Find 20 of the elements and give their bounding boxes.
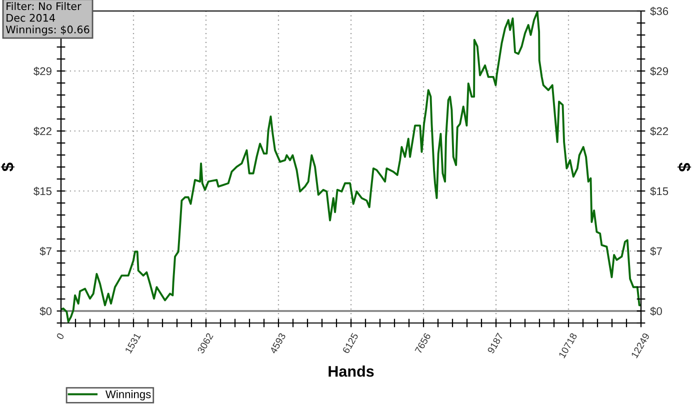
y-tick-label: $0 <box>40 306 52 316</box>
y-tick-label: $15 <box>34 186 52 196</box>
y-axis-title: $ <box>0 162 15 172</box>
y2-axis-title: $ <box>677 162 692 172</box>
y2-tick-label: $22 <box>650 126 668 136</box>
x-tick-label: 0 <box>56 332 64 340</box>
y-tick-label: $29 <box>34 66 52 76</box>
y2-tick-label: $36 <box>650 6 668 16</box>
y-tick-label: $22 <box>34 126 52 136</box>
x-axis-title: Hands <box>328 366 374 377</box>
y2-tick-label: $15 <box>650 186 668 196</box>
y2-tick-label: $0 <box>650 306 662 316</box>
y-tick-label: $7 <box>40 246 52 256</box>
text: Dec 2014 <box>6 14 55 22</box>
text: Filter: No Filter <box>6 2 82 10</box>
legend-label: Winnings <box>105 390 151 400</box>
annotation: Winnings: $0.66 <box>6 25 90 36</box>
y2-tick-label: $29 <box>650 66 668 76</box>
y2-tick-label: $7 <box>650 246 662 256</box>
line-series <box>61 11 641 323</box>
